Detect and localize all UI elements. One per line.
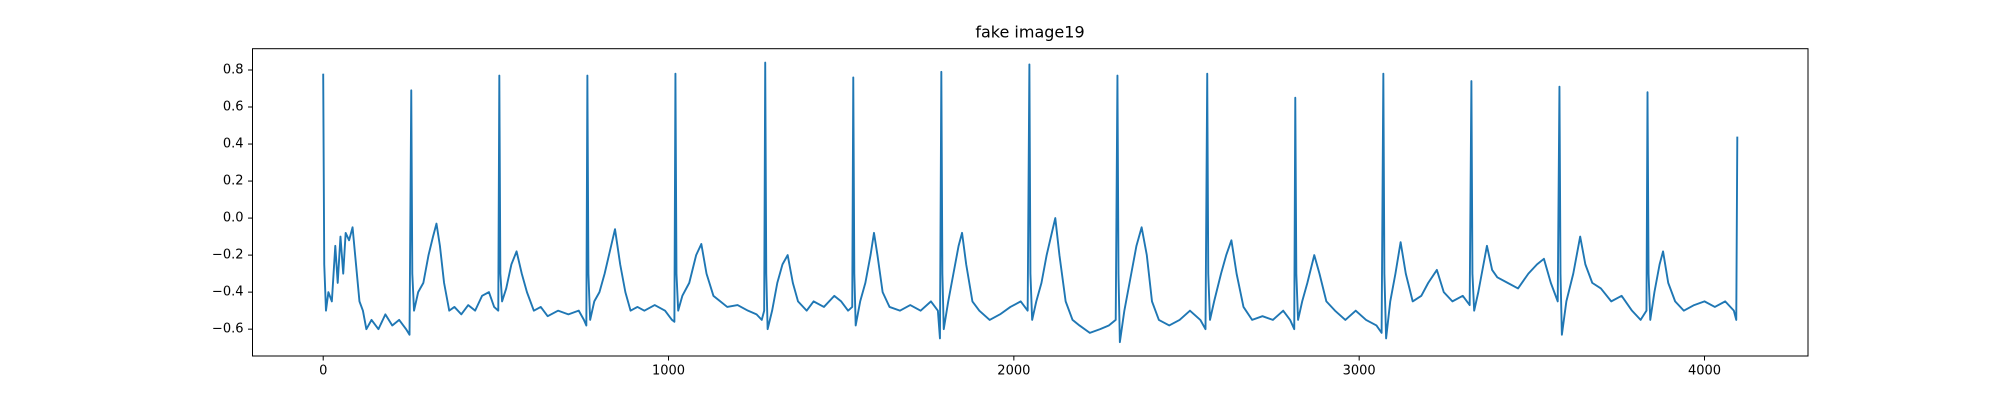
y-tick-label: 0.4	[223, 137, 244, 152]
x-tick-label: 4000	[1688, 364, 1721, 379]
y-tick-label: −0.6	[212, 322, 244, 337]
x-tick-label: 3000	[1343, 364, 1376, 379]
chart-title: fake image19	[975, 23, 1084, 42]
y-tick-label: 0.0	[223, 211, 244, 226]
y-tick-label: −0.4	[212, 285, 244, 300]
y-tick-label: 0.6	[223, 100, 244, 115]
data-line	[322, 61, 1739, 344]
x-tick-label: 1000	[652, 364, 685, 379]
y-tick-label: 0.2	[223, 174, 244, 189]
x-tick-label: 2000	[997, 364, 1030, 379]
x-tick-label: 0	[319, 364, 327, 379]
y-tick-label: −0.2	[212, 248, 244, 263]
axes-frame	[252, 48, 1809, 357]
y-tick-label: 0.8	[223, 62, 244, 77]
